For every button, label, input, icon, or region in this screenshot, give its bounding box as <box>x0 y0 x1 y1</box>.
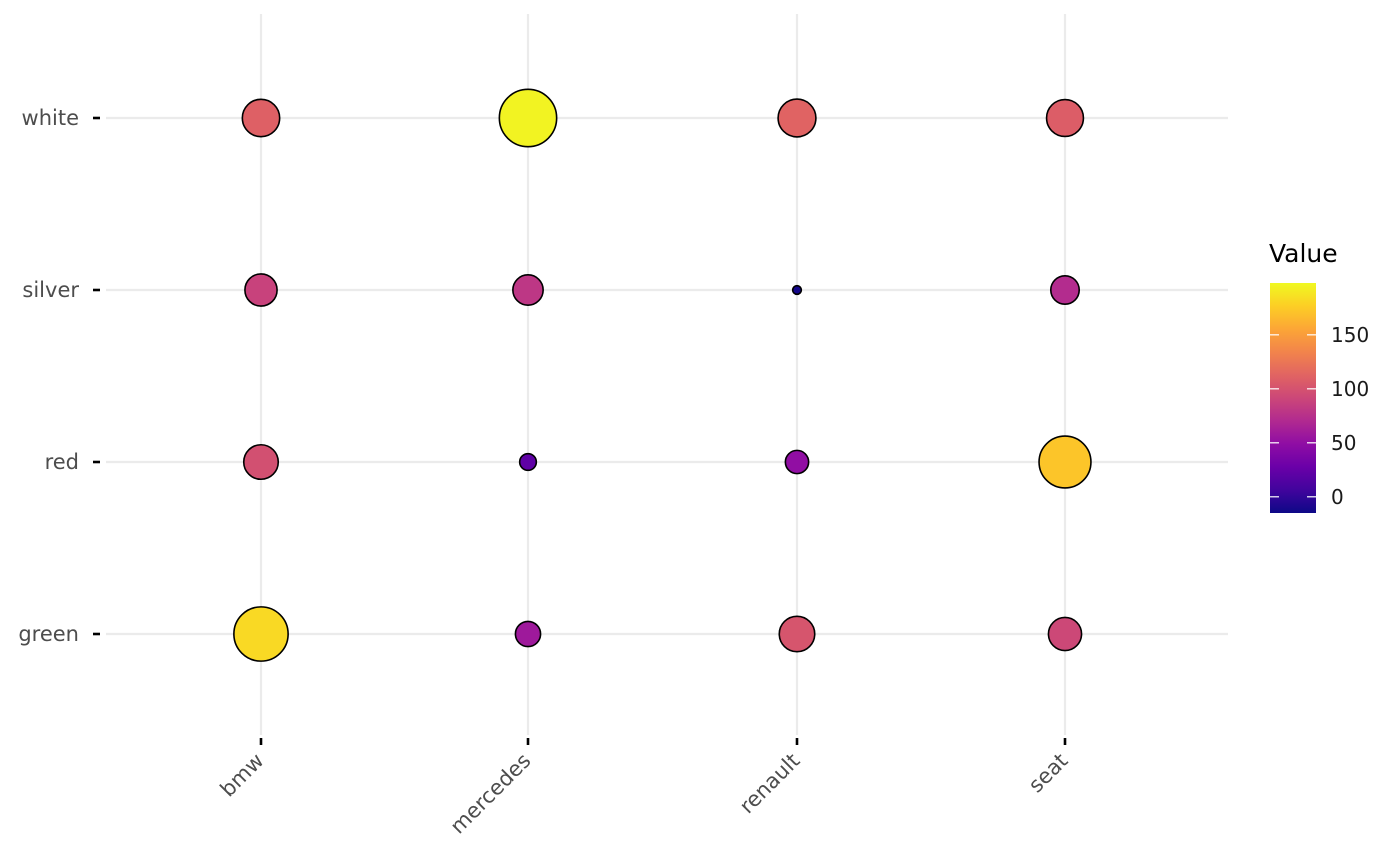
point-renault-red <box>784 449 810 475</box>
point-bmw-green <box>233 606 289 662</box>
point-bmw-red <box>242 443 280 481</box>
point-seat-green <box>1047 616 1083 652</box>
legend-colorbar <box>1270 283 1316 513</box>
y-tick-label-green: green <box>18 622 79 646</box>
data-points <box>233 88 1092 662</box>
point-renault-silver <box>791 284 803 296</box>
point-mercedes-red <box>518 452 538 472</box>
x-tick-label-seat: seat <box>1024 749 1073 798</box>
x-tick-label-mercedes: mercedes <box>446 749 536 839</box>
y-tick-label-white: white <box>22 106 79 130</box>
x-tick-label-bmw: bmw <box>216 749 269 802</box>
color-legend: Value 0 50 100 150 <box>1269 239 1369 513</box>
y-tick-label-silver: silver <box>22 278 79 302</box>
point-bmw-silver <box>244 273 278 307</box>
legend-title: Value <box>1269 239 1338 268</box>
legend-tick-label-0: 0 <box>1331 485 1344 509</box>
point-bmw-white <box>241 98 281 138</box>
point-renault-green <box>778 615 816 653</box>
axes: bmw mercedes renault seat green red silver whit… <box>18 106 1072 839</box>
point-seat-white <box>1045 98 1085 138</box>
legend-tick-label-50: 50 <box>1331 431 1356 455</box>
point-seat-red <box>1038 435 1092 489</box>
y-tick-label-red: red <box>45 450 79 474</box>
point-seat-silver <box>1049 274 1081 306</box>
legend-tick-label-150: 150 <box>1331 323 1369 347</box>
legend-tick-label-100: 100 <box>1331 377 1369 401</box>
x-tick-label-renault: renault <box>735 749 805 819</box>
point-mercedes-green <box>514 620 542 648</box>
point-renault-white <box>777 98 817 138</box>
point-mercedes-white <box>498 88 558 148</box>
point-mercedes-silver <box>512 274 544 306</box>
